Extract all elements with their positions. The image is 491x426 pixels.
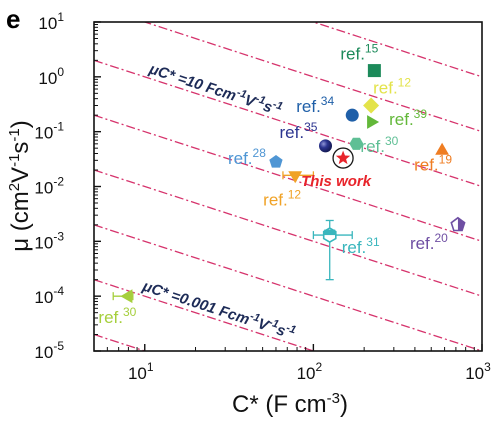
y-axis-ticks: 101 100 10-1 10-2 10-3 10-4 10-5 bbox=[34, 10, 101, 362]
marker-triangle-right-39 bbox=[367, 115, 380, 129]
y-tick-label: 10-1 bbox=[34, 120, 64, 143]
y-tick-label: 100 bbox=[38, 65, 64, 88]
marker-star-circled-this-work bbox=[332, 147, 354, 169]
marker-diamond-12 bbox=[363, 97, 380, 114]
guide-line-1 bbox=[479, 22, 482, 23]
x-tick-label: 101 bbox=[128, 360, 154, 383]
ref-label-28: ref.28 bbox=[228, 146, 266, 168]
marker-pentagon-half-20 bbox=[450, 216, 466, 232]
ref-label-30: ref.30 bbox=[360, 134, 398, 156]
marker-triangle-down-12 bbox=[288, 171, 303, 184]
x-axis-title: C* (F cm-3) bbox=[232, 390, 348, 418]
x-tick-label: 103 bbox=[465, 360, 491, 383]
ref-label-12: ref.12 bbox=[373, 76, 411, 98]
marker-triangle-up-19 bbox=[435, 142, 449, 155]
ref-label-15: ref.15 bbox=[340, 42, 378, 64]
ref-label-30: ref.30 bbox=[98, 305, 136, 327]
y-tick-label: 10-3 bbox=[34, 229, 64, 252]
guide-line-8 bbox=[94, 279, 316, 351]
marker-hexagon-half-31 bbox=[322, 227, 337, 244]
ref-label-35: ref.35 bbox=[280, 120, 318, 142]
y-tick-label: 101 bbox=[38, 10, 64, 33]
ref-label-19: ref.19 bbox=[414, 153, 452, 175]
marker-square-15 bbox=[367, 64, 381, 78]
ref-label-34: ref.34 bbox=[296, 94, 334, 116]
marker-sphere-35 bbox=[319, 139, 333, 153]
ref-label-20: ref.20 bbox=[410, 231, 448, 253]
marker-hexagon-30 bbox=[349, 137, 364, 150]
y-axis-title: μ (cm2V-1s-1) bbox=[6, 120, 34, 252]
annotation-mu-c-2: μC* =0.001 Fcm-1V-1s-1 bbox=[140, 276, 298, 344]
marker-triangle-left-30 bbox=[120, 289, 133, 304]
marker-circle-34 bbox=[345, 108, 359, 122]
annotation-mu-c-1: μC* =10 Fcm-1V-1s-1 bbox=[146, 58, 284, 119]
reference-labels: ref.15 ref.12 ref.34 ref.39 ref.30 ref.35 ref.… bbox=[98, 42, 452, 328]
y-tick-label: 10-2 bbox=[34, 175, 64, 198]
marker-pentagon-28 bbox=[269, 155, 283, 168]
this-work-label: This work bbox=[301, 173, 372, 190]
data-markers bbox=[120, 64, 466, 304]
ref-label-31: ref.31 bbox=[342, 235, 380, 257]
y-tick-label: 10-5 bbox=[34, 339, 64, 362]
ref-label-12: ref.12 bbox=[263, 187, 301, 209]
x-axis-ticks: 101 102 103 bbox=[106, 344, 491, 383]
x-tick-label: 102 bbox=[297, 360, 323, 383]
y-tick-label: 10-4 bbox=[34, 284, 64, 307]
panel-label: e bbox=[6, 4, 20, 34]
ref-label-39: ref.39 bbox=[389, 107, 427, 129]
